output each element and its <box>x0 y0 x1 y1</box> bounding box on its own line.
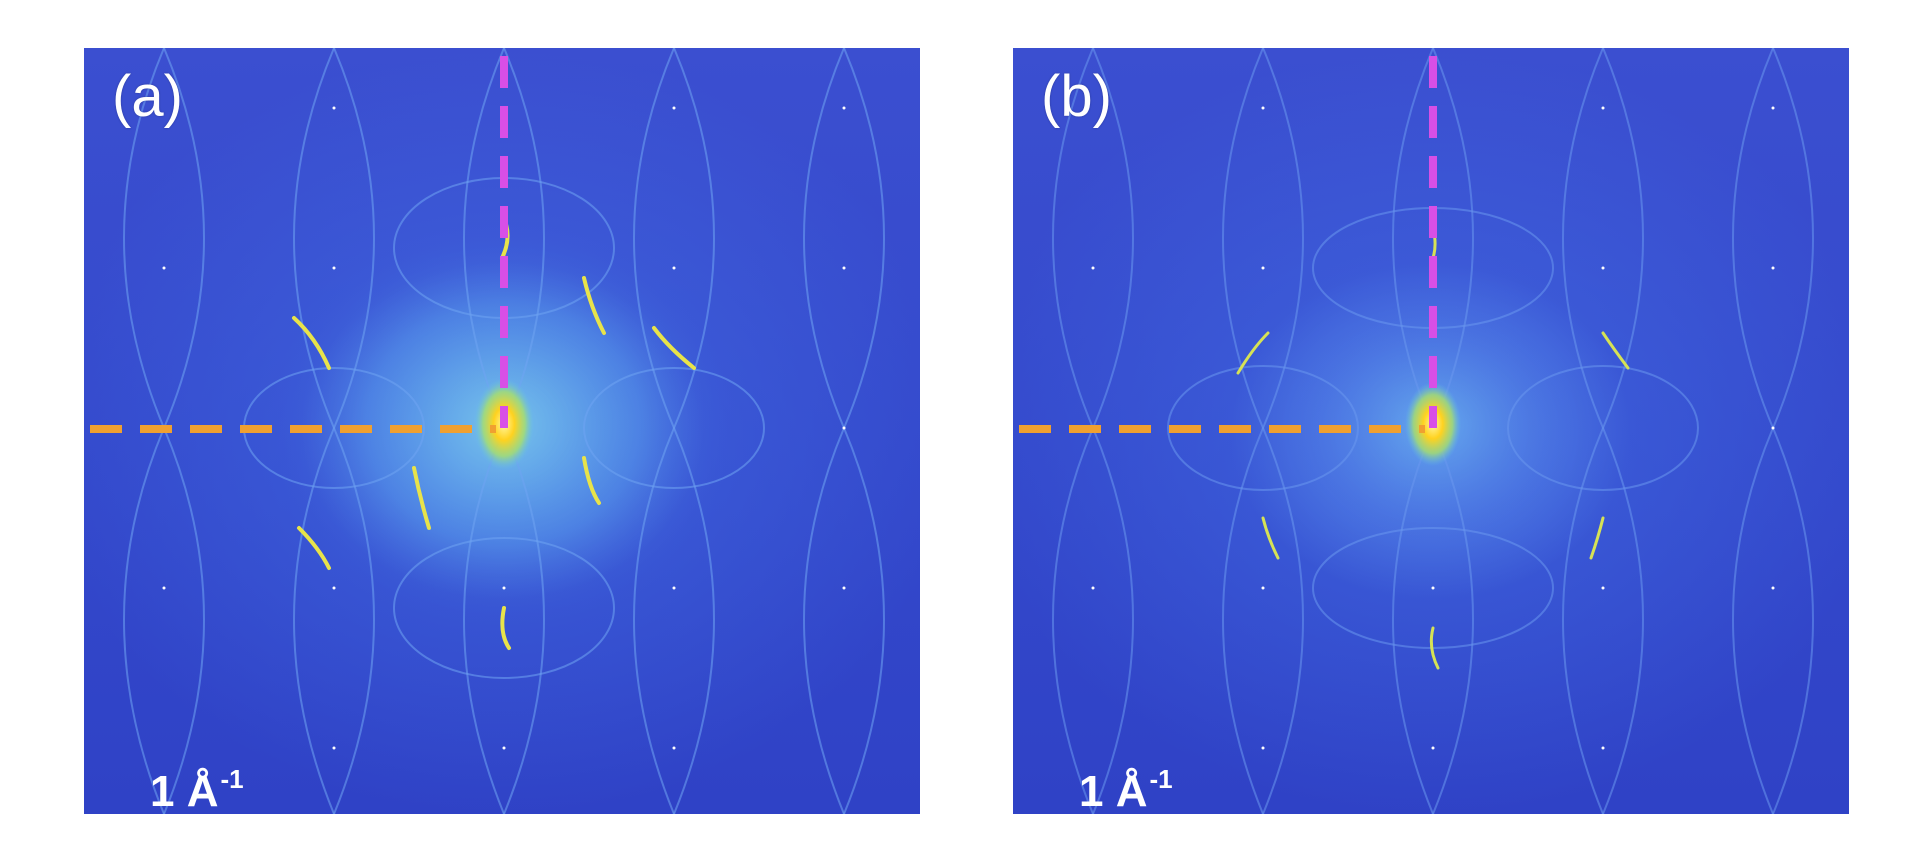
scale-bar-label: 1 Å-1 <box>150 766 244 814</box>
center-marker <box>500 420 508 428</box>
panel-label: (a) <box>112 64 183 129</box>
scale-bar-value: 1 Å <box>1079 767 1148 814</box>
panel-label: (b) <box>1041 64 1112 129</box>
scale-bar-label: 1 Å-1 <box>1079 766 1173 814</box>
diffraction-panel-b: (b) 1 Å-1 <box>1013 48 1849 814</box>
center-marker <box>1429 420 1437 428</box>
scale-bar-exponent: -1 <box>220 764 244 794</box>
diffraction-panel-a: (a) 1 Å-1 <box>84 48 920 814</box>
diffraction-pattern-a <box>90 48 885 814</box>
scale-bar-value: 1 Å <box>150 767 219 814</box>
diffraction-pattern-b <box>1019 48 1814 814</box>
scale-bar-exponent: -1 <box>1149 764 1173 794</box>
